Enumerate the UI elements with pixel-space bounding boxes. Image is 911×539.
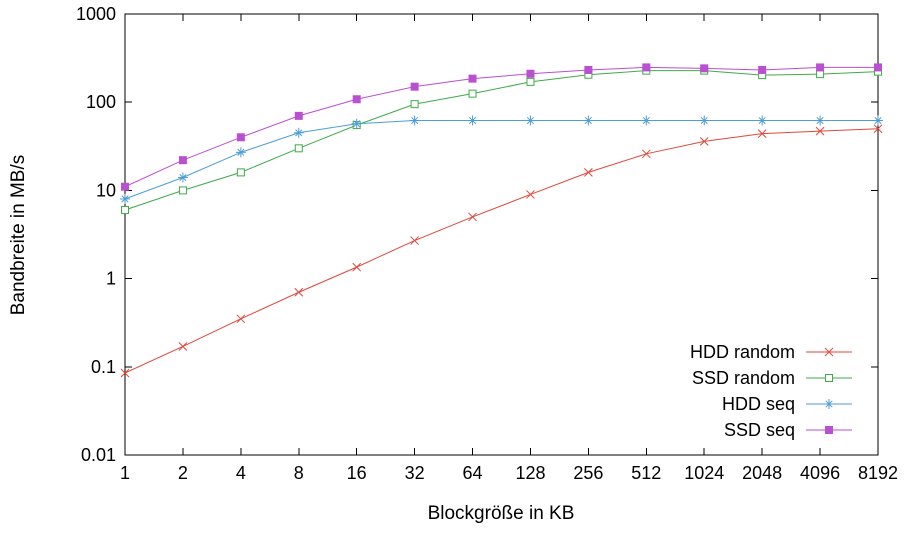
y-axis-title: Bandbreite in MB/s xyxy=(8,155,29,316)
x-tick-label: 2048 xyxy=(742,463,782,483)
series-line-hdd-seq xyxy=(124,120,878,200)
filled-square-marker-icon xyxy=(758,65,767,74)
asterisk-marker-icon xyxy=(816,116,824,125)
filled-square-marker-icon xyxy=(410,82,419,91)
filled-square-marker-icon xyxy=(816,63,825,72)
open-square-marker-icon xyxy=(236,168,245,177)
x-tick-label: 4 xyxy=(236,463,246,483)
filled-square-marker-icon xyxy=(121,182,129,191)
plot-border xyxy=(124,13,879,456)
x-marker-icon xyxy=(757,129,767,139)
x-marker-icon xyxy=(526,190,535,199)
y-tick-label: 0.01 xyxy=(81,445,116,465)
x-marker-icon xyxy=(352,262,362,272)
filled-square-marker-icon xyxy=(178,156,187,165)
filled-square-marker-icon xyxy=(825,426,833,434)
x-tick-label: 4096 xyxy=(800,463,840,483)
x-marker-icon xyxy=(699,136,709,146)
legend-label-hdd-random: HDD random xyxy=(690,342,795,362)
filled-square-marker-icon xyxy=(468,74,477,83)
asterisk-marker-icon xyxy=(468,116,477,125)
x-tick-label: 1 xyxy=(120,463,130,483)
y-tick-label: 1 xyxy=(106,269,116,289)
open-square-marker-icon xyxy=(526,77,535,86)
series-line-ssd-random xyxy=(124,70,879,211)
x-tick-label: 8 xyxy=(294,463,304,483)
asterisk-marker-icon xyxy=(642,116,650,125)
filled-square-marker-icon xyxy=(874,63,882,72)
open-square-marker-icon xyxy=(410,100,419,109)
x-tick-label: 128 xyxy=(515,463,545,483)
x-tick-label: 8192 xyxy=(858,463,898,483)
legend-label-ssd-random: SSD random xyxy=(692,368,795,388)
x-tick-label: 256 xyxy=(573,463,603,483)
filled-square-marker-icon xyxy=(294,111,303,120)
x-marker-icon xyxy=(178,342,188,351)
asterisk-marker-icon xyxy=(874,116,882,125)
x-tick-label: 1024 xyxy=(684,463,724,483)
x-marker-icon xyxy=(824,347,834,357)
x-tick-label: 64 xyxy=(463,463,483,483)
x-marker-icon xyxy=(815,126,825,136)
x-marker-icon xyxy=(873,124,883,134)
filled-square-marker-icon xyxy=(700,64,709,73)
legend-label-ssd-seq: SSD seq xyxy=(724,420,795,440)
series-line-ssd-seq xyxy=(124,66,878,188)
filled-square-marker-icon xyxy=(352,95,361,104)
x-marker-icon xyxy=(120,368,130,378)
asterisk-marker-icon xyxy=(584,116,592,125)
asterisk-marker-icon xyxy=(295,129,303,137)
asterisk-marker-icon xyxy=(825,400,833,408)
y-tick-label: 100 xyxy=(86,92,116,112)
legend-label-hdd-seq: HDD seq xyxy=(722,394,795,414)
x-marker-icon xyxy=(236,314,246,324)
asterisk-marker-icon xyxy=(121,195,129,203)
asterisk-marker-icon xyxy=(237,148,245,156)
x-marker-icon xyxy=(294,287,304,297)
x-axis-title: Blockgröße in KB xyxy=(428,503,575,524)
x-tick-label: 16 xyxy=(347,463,367,483)
x-tick-label: 2 xyxy=(178,463,188,483)
series-line-hdd-random xyxy=(124,128,879,374)
asterisk-marker-icon xyxy=(179,173,187,182)
x-tick-label: 32 xyxy=(405,463,425,483)
asterisk-marker-icon xyxy=(758,116,766,125)
asterisk-marker-icon xyxy=(353,120,361,128)
filled-square-marker-icon xyxy=(642,63,651,72)
y-tick-label: 1000 xyxy=(76,4,116,24)
y-tick-label: 10 xyxy=(96,180,116,200)
asterisk-marker-icon xyxy=(526,116,535,125)
open-square-marker-icon xyxy=(468,89,477,98)
filled-square-marker-icon xyxy=(526,69,535,78)
x-marker-icon xyxy=(468,212,477,222)
x-marker-icon xyxy=(410,236,419,245)
filled-square-marker-icon xyxy=(236,133,245,142)
open-square-marker-icon xyxy=(825,374,833,382)
x-marker-icon xyxy=(584,168,593,177)
open-square-marker-icon xyxy=(294,144,303,153)
filled-square-marker-icon xyxy=(584,65,593,74)
open-square-marker-icon xyxy=(816,70,825,79)
open-square-marker-icon xyxy=(121,205,129,214)
y-tick-label: 0.1 xyxy=(91,357,116,377)
asterisk-marker-icon xyxy=(700,116,708,125)
open-square-marker-icon xyxy=(178,186,187,195)
x-tick-label: 512 xyxy=(631,463,661,483)
x-marker-icon xyxy=(641,149,651,159)
asterisk-marker-icon xyxy=(411,116,419,125)
